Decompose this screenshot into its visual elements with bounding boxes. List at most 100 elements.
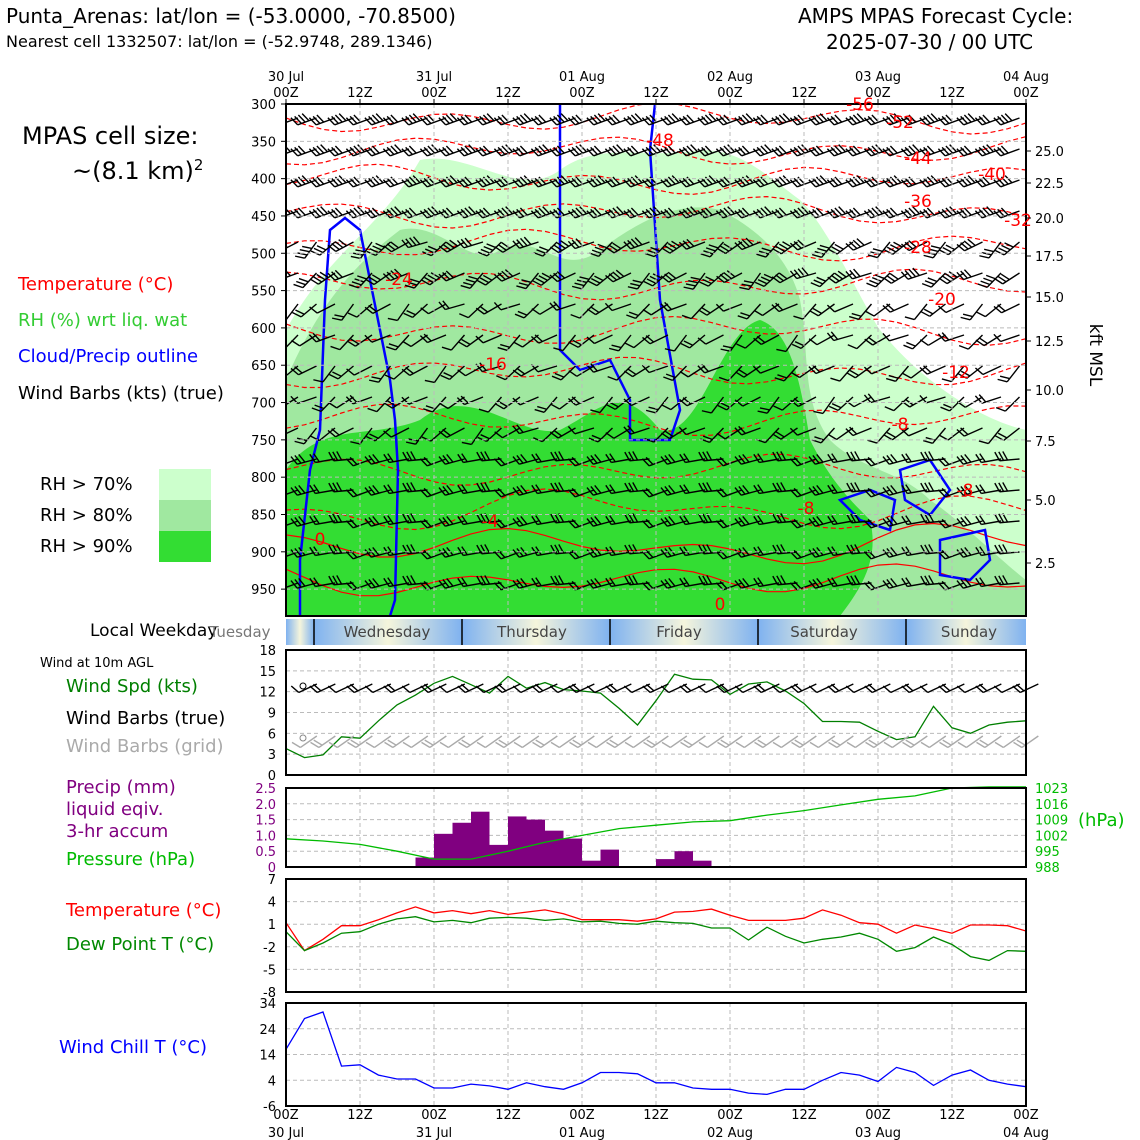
temperature-contour-label: 0 [315, 530, 326, 550]
wind-barb [734, 237, 761, 251]
pressure-tick-label: 600 [251, 322, 276, 337]
top-time-tick: 00Z [1013, 86, 1039, 101]
wind-barb [678, 114, 706, 126]
wind-barb [286, 114, 299, 126]
wind-barb [382, 114, 410, 126]
wind-barb [290, 175, 317, 188]
wind-barb [586, 334, 613, 345]
wind-barb [382, 206, 410, 219]
wind-barb [549, 175, 576, 188]
wind-barb [383, 241, 410, 253]
y-tick-label: 1.0 [255, 829, 276, 844]
wind-panel-title: Wind at 10m AGL [40, 656, 154, 671]
bottom-time-tick: 00Z [421, 1108, 447, 1123]
wind-barb-true [975, 683, 1002, 694]
wind-barb [863, 393, 891, 404]
windchill-line [285, 1011, 1027, 1096]
wind-barb [846, 482, 872, 493]
temperature-contour-label: -20 [928, 290, 956, 310]
wind-barb [863, 176, 891, 188]
wind-barb [697, 207, 724, 219]
wind-barb [734, 396, 761, 407]
wind-barb [383, 427, 410, 438]
wind-barb [623, 365, 650, 378]
wind-barb [475, 145, 502, 157]
wind-barb [813, 396, 836, 415]
wind-panel: 18 15 12 9 6 3 0 [259, 644, 1039, 784]
y-tick-label: 4 [268, 896, 276, 911]
wind-barb [494, 427, 521, 439]
wind-barb [697, 113, 724, 126]
wind-barb [789, 549, 817, 560]
wind-barb [644, 427, 669, 443]
wind-barb [642, 334, 669, 345]
wind-barb-grid [495, 735, 521, 749]
wind-barb [420, 303, 447, 315]
precip-bar [508, 816, 527, 867]
wind-barb [402, 482, 428, 493]
wind-barb [827, 577, 854, 588]
wind-barb [683, 272, 706, 290]
wind-barb [530, 114, 558, 126]
y-tick-label: 7 [268, 873, 276, 888]
wind-barb [553, 334, 577, 352]
wind-barb [549, 240, 576, 254]
wind-barb [960, 303, 984, 321]
pressure-line [285, 786, 1026, 860]
wind-barb [349, 272, 373, 289]
wind-barb [438, 207, 465, 219]
panel-frame [285, 878, 1027, 993]
pressure-tick-label: 550 [251, 285, 276, 300]
wind-barb [846, 575, 872, 586]
wind-barb [364, 303, 391, 315]
wind-barb [551, 365, 576, 381]
wind-barb [626, 303, 651, 320]
wind-barb [919, 175, 946, 188]
wind-barb-grid [902, 735, 928, 749]
weekday-name: Sunday [941, 623, 997, 641]
wind-barb [827, 427, 854, 441]
wind-barb-true [383, 683, 410, 694]
wind-barb [382, 144, 410, 157]
wind-barb [974, 176, 1002, 188]
wind-barb [642, 303, 669, 316]
precip-bar [545, 830, 564, 867]
wind-barb-grid [920, 735, 947, 749]
y-tick-label: -5 [263, 963, 276, 978]
wind-barb [772, 451, 798, 462]
cell-size-value: ~(8.1 km)2 [72, 156, 203, 185]
wind-barb [827, 484, 854, 495]
wind-barb [311, 396, 336, 413]
legend-barbs: Wind Barbs (kts) (true) [18, 383, 224, 404]
wind-barb [457, 453, 484, 464]
wind-barb [456, 176, 484, 188]
pressure-unit-label: (hPa) [1078, 810, 1125, 831]
wind-barb [493, 301, 521, 311]
wind-barb [752, 206, 780, 219]
wind-barb [493, 518, 521, 529]
legend-rh80-swatch [159, 500, 211, 531]
wind-barb [383, 484, 410, 495]
wind-barb [698, 482, 724, 493]
wind-barb [753, 577, 780, 588]
wind-barb [605, 241, 632, 254]
wind-barb [605, 577, 632, 588]
wind-barb-grid [680, 735, 706, 749]
wind-barb [679, 515, 706, 526]
wind-barb [568, 365, 595, 377]
wind-barb [900, 114, 928, 126]
panel-frame [285, 649, 1027, 776]
y-tick-label: 18 [259, 644, 276, 659]
kft-tick-label: 22.5 [1035, 177, 1064, 192]
wind-barb [826, 114, 854, 126]
y-tick-label: 15 [259, 665, 276, 680]
wind-barb [549, 271, 576, 283]
wind-barb [958, 334, 983, 350]
temperature-contour-label: -8 [798, 499, 815, 519]
wind-barb [827, 270, 854, 284]
wind-barb [698, 575, 724, 586]
wind-barb [549, 113, 576, 126]
wind-barb [292, 303, 317, 318]
wind-barb [716, 427, 743, 440]
precip-bar [452, 822, 471, 867]
